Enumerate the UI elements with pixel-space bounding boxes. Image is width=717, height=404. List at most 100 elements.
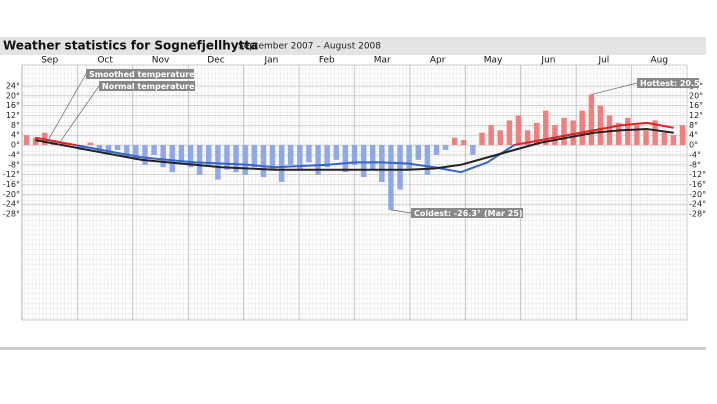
coldest-label: Coldest: -26.3°	[414, 209, 481, 218]
bar	[60, 142, 66, 146]
bar	[23, 135, 30, 146]
y-tick-label: -16°	[3, 180, 20, 189]
y-tick-label: -8°	[8, 160, 20, 169]
y-tick-label: -12°	[3, 170, 20, 179]
bar	[306, 145, 312, 163]
bar	[570, 120, 576, 146]
month-label: Feb	[319, 56, 335, 66]
bar	[643, 130, 649, 146]
month-label: Dec	[207, 56, 224, 66]
bar	[178, 145, 185, 163]
y-tick-label-right: 20°	[689, 91, 703, 100]
bar	[524, 130, 531, 146]
bar	[588, 94, 595, 146]
bar	[142, 145, 148, 165]
bar	[406, 145, 412, 170]
bar	[269, 145, 276, 170]
bar	[169, 145, 176, 173]
bar	[32, 137, 39, 146]
y-tick-label: 0°	[11, 141, 20, 150]
month-label: Nov	[152, 56, 170, 66]
bar	[114, 145, 121, 150]
bar	[488, 125, 494, 146]
month-label: May	[484, 56, 503, 66]
bar	[661, 132, 667, 146]
y-tick-label-right: 0°	[689, 141, 698, 150]
month-label: Jan	[263, 56, 278, 66]
bar	[634, 125, 640, 146]
bar	[515, 115, 522, 146]
y-tick-label: -4°	[8, 150, 20, 159]
y-tick-label-right: -28°	[689, 210, 706, 219]
footer-bar	[0, 347, 706, 350]
y-tick-label-right: -20°	[689, 190, 706, 199]
bar	[579, 110, 585, 146]
bar	[251, 145, 258, 168]
bar	[415, 145, 421, 160]
month-label: Aug	[651, 56, 669, 66]
title-bar	[0, 37, 706, 55]
bar	[105, 145, 112, 155]
bar	[369, 145, 376, 170]
bar	[461, 140, 467, 146]
bar	[552, 125, 558, 146]
y-tick-label-right: 12°	[689, 111, 703, 120]
month-label: Jun	[540, 56, 555, 66]
bar	[597, 105, 604, 146]
month-label: Mar	[374, 56, 391, 66]
bar	[351, 145, 358, 165]
bar	[206, 145, 212, 165]
bar	[625, 117, 631, 146]
month-label: Jul	[597, 56, 609, 66]
leader	[57, 85, 100, 146]
y-tick-label-right: 4°	[689, 131, 698, 140]
bar	[433, 145, 440, 155]
coldest-date: (Mar 25)	[484, 209, 523, 218]
coldest-box	[411, 208, 523, 218]
hottest-box	[637, 78, 699, 88]
bar	[151, 145, 157, 155]
bar	[379, 145, 385, 183]
y-tick-label: 4°	[11, 131, 20, 140]
legend-smoothed: Smoothed temperature	[89, 70, 195, 79]
y-tick-label-right: -16°	[689, 180, 706, 189]
bar	[497, 130, 503, 146]
bar	[342, 145, 349, 173]
bar	[278, 145, 285, 183]
bar	[533, 122, 540, 146]
y-tick-label-right: 16°	[689, 101, 703, 110]
bar	[242, 145, 248, 175]
y-tick-label-right: -12°	[689, 170, 706, 179]
month-label: Apr	[430, 56, 446, 66]
series-line	[35, 121, 674, 174]
legend-normal-box	[99, 81, 195, 91]
bar	[297, 145, 303, 170]
y-tick-label: 20°	[6, 91, 20, 100]
bar	[679, 125, 686, 146]
leader	[591, 82, 638, 95]
bar	[397, 145, 403, 190]
y-tick-label-right: -24°	[689, 200, 706, 209]
month-label: Sep	[41, 56, 58, 66]
bar	[652, 120, 658, 146]
bar	[288, 145, 294, 165]
y-tick-label: 8°	[11, 121, 20, 130]
y-tick-label-right: -8°	[689, 160, 701, 169]
y-tick-label: -28°	[3, 210, 20, 219]
bar	[78, 145, 84, 150]
y-tick-label: 24°	[6, 81, 20, 90]
bar	[87, 142, 94, 146]
month-label: Oct	[97, 56, 113, 66]
series-line	[35, 128, 674, 171]
leader	[46, 73, 87, 142]
bar	[224, 145, 230, 170]
bar	[160, 145, 166, 168]
bar	[424, 145, 431, 175]
bar	[215, 145, 221, 180]
bar	[561, 117, 567, 146]
y-tick-label: -24°	[3, 200, 20, 209]
chart-title: Weather statistics for Sognefjellhytta	[3, 39, 258, 53]
bar	[260, 145, 267, 178]
